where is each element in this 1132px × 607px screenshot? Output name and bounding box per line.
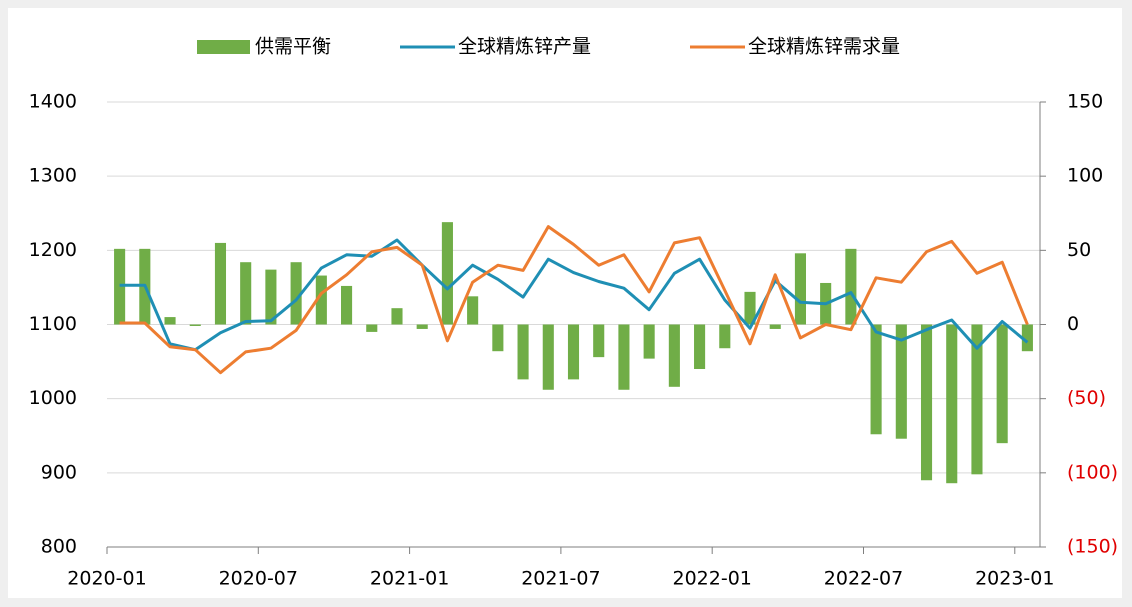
bar — [214, 242, 227, 325]
bar — [315, 275, 327, 325]
bar — [946, 324, 958, 484]
x-tick-label: 2022-01 — [672, 568, 751, 590]
bar — [996, 324, 1008, 444]
bar — [265, 269, 277, 325]
bar — [694, 324, 706, 369]
bar — [567, 324, 580, 380]
y-tick-label: 1200 — [29, 239, 77, 261]
x-tick-label: 2022-07 — [824, 568, 903, 590]
bar — [164, 317, 176, 325]
chart-panel — [8, 8, 1122, 598]
x-tick-label: 2023-01 — [975, 568, 1054, 590]
x-tick-label: 2020-07 — [219, 568, 298, 590]
bar — [668, 324, 680, 387]
bar — [416, 324, 428, 329]
legend-swatch — [197, 40, 250, 54]
y-tick-label: 1400 — [29, 91, 77, 113]
bar — [366, 324, 378, 332]
y2-tick-label: (150) — [1067, 536, 1118, 558]
bar — [643, 324, 655, 359]
bar — [441, 222, 453, 325]
y-tick-label: 800 — [41, 536, 77, 558]
y-tick-label: 1300 — [29, 165, 77, 187]
y2-tick-label: 50 — [1067, 239, 1091, 261]
bar — [845, 248, 857, 325]
y2-tick-label: (50) — [1067, 387, 1106, 409]
bar — [895, 324, 907, 439]
y2-tick-label: (100) — [1067, 461, 1118, 483]
bar — [1021, 324, 1033, 352]
bar — [618, 324, 630, 390]
bar — [769, 324, 781, 329]
line-series — [119, 225, 1029, 375]
bar — [189, 324, 201, 326]
y-tick-label: 1100 — [29, 313, 77, 335]
bar — [719, 324, 731, 349]
legend-label: 全球精炼锌产量 — [458, 36, 591, 58]
y2-tick-label: 0 — [1067, 313, 1079, 335]
bar — [794, 253, 806, 325]
bar — [517, 324, 529, 380]
bar — [593, 324, 605, 358]
y-tick-label: 900 — [41, 461, 77, 483]
x-tick-label: 2021-01 — [370, 568, 449, 590]
bar — [467, 296, 479, 325]
bar — [542, 324, 554, 390]
legend-label: 供需平衡 — [255, 36, 331, 58]
x-tick-label: 2021-07 — [521, 568, 600, 590]
bar — [240, 262, 252, 325]
bar — [341, 285, 353, 325]
bar — [920, 324, 933, 481]
bar — [971, 324, 983, 475]
bar — [391, 308, 403, 325]
bar — [492, 324, 504, 352]
y2-tick-label: 100 — [1067, 165, 1103, 187]
line-series — [119, 238, 1029, 352]
y-tick-label: 1000 — [29, 387, 77, 409]
y2-tick-label: 150 — [1067, 91, 1103, 113]
x-tick-label: 2020-01 — [67, 568, 146, 590]
legend-label: 全球精炼锌需求量 — [748, 36, 900, 58]
bar — [744, 291, 756, 325]
bar — [290, 262, 302, 325]
bar — [870, 324, 882, 435]
